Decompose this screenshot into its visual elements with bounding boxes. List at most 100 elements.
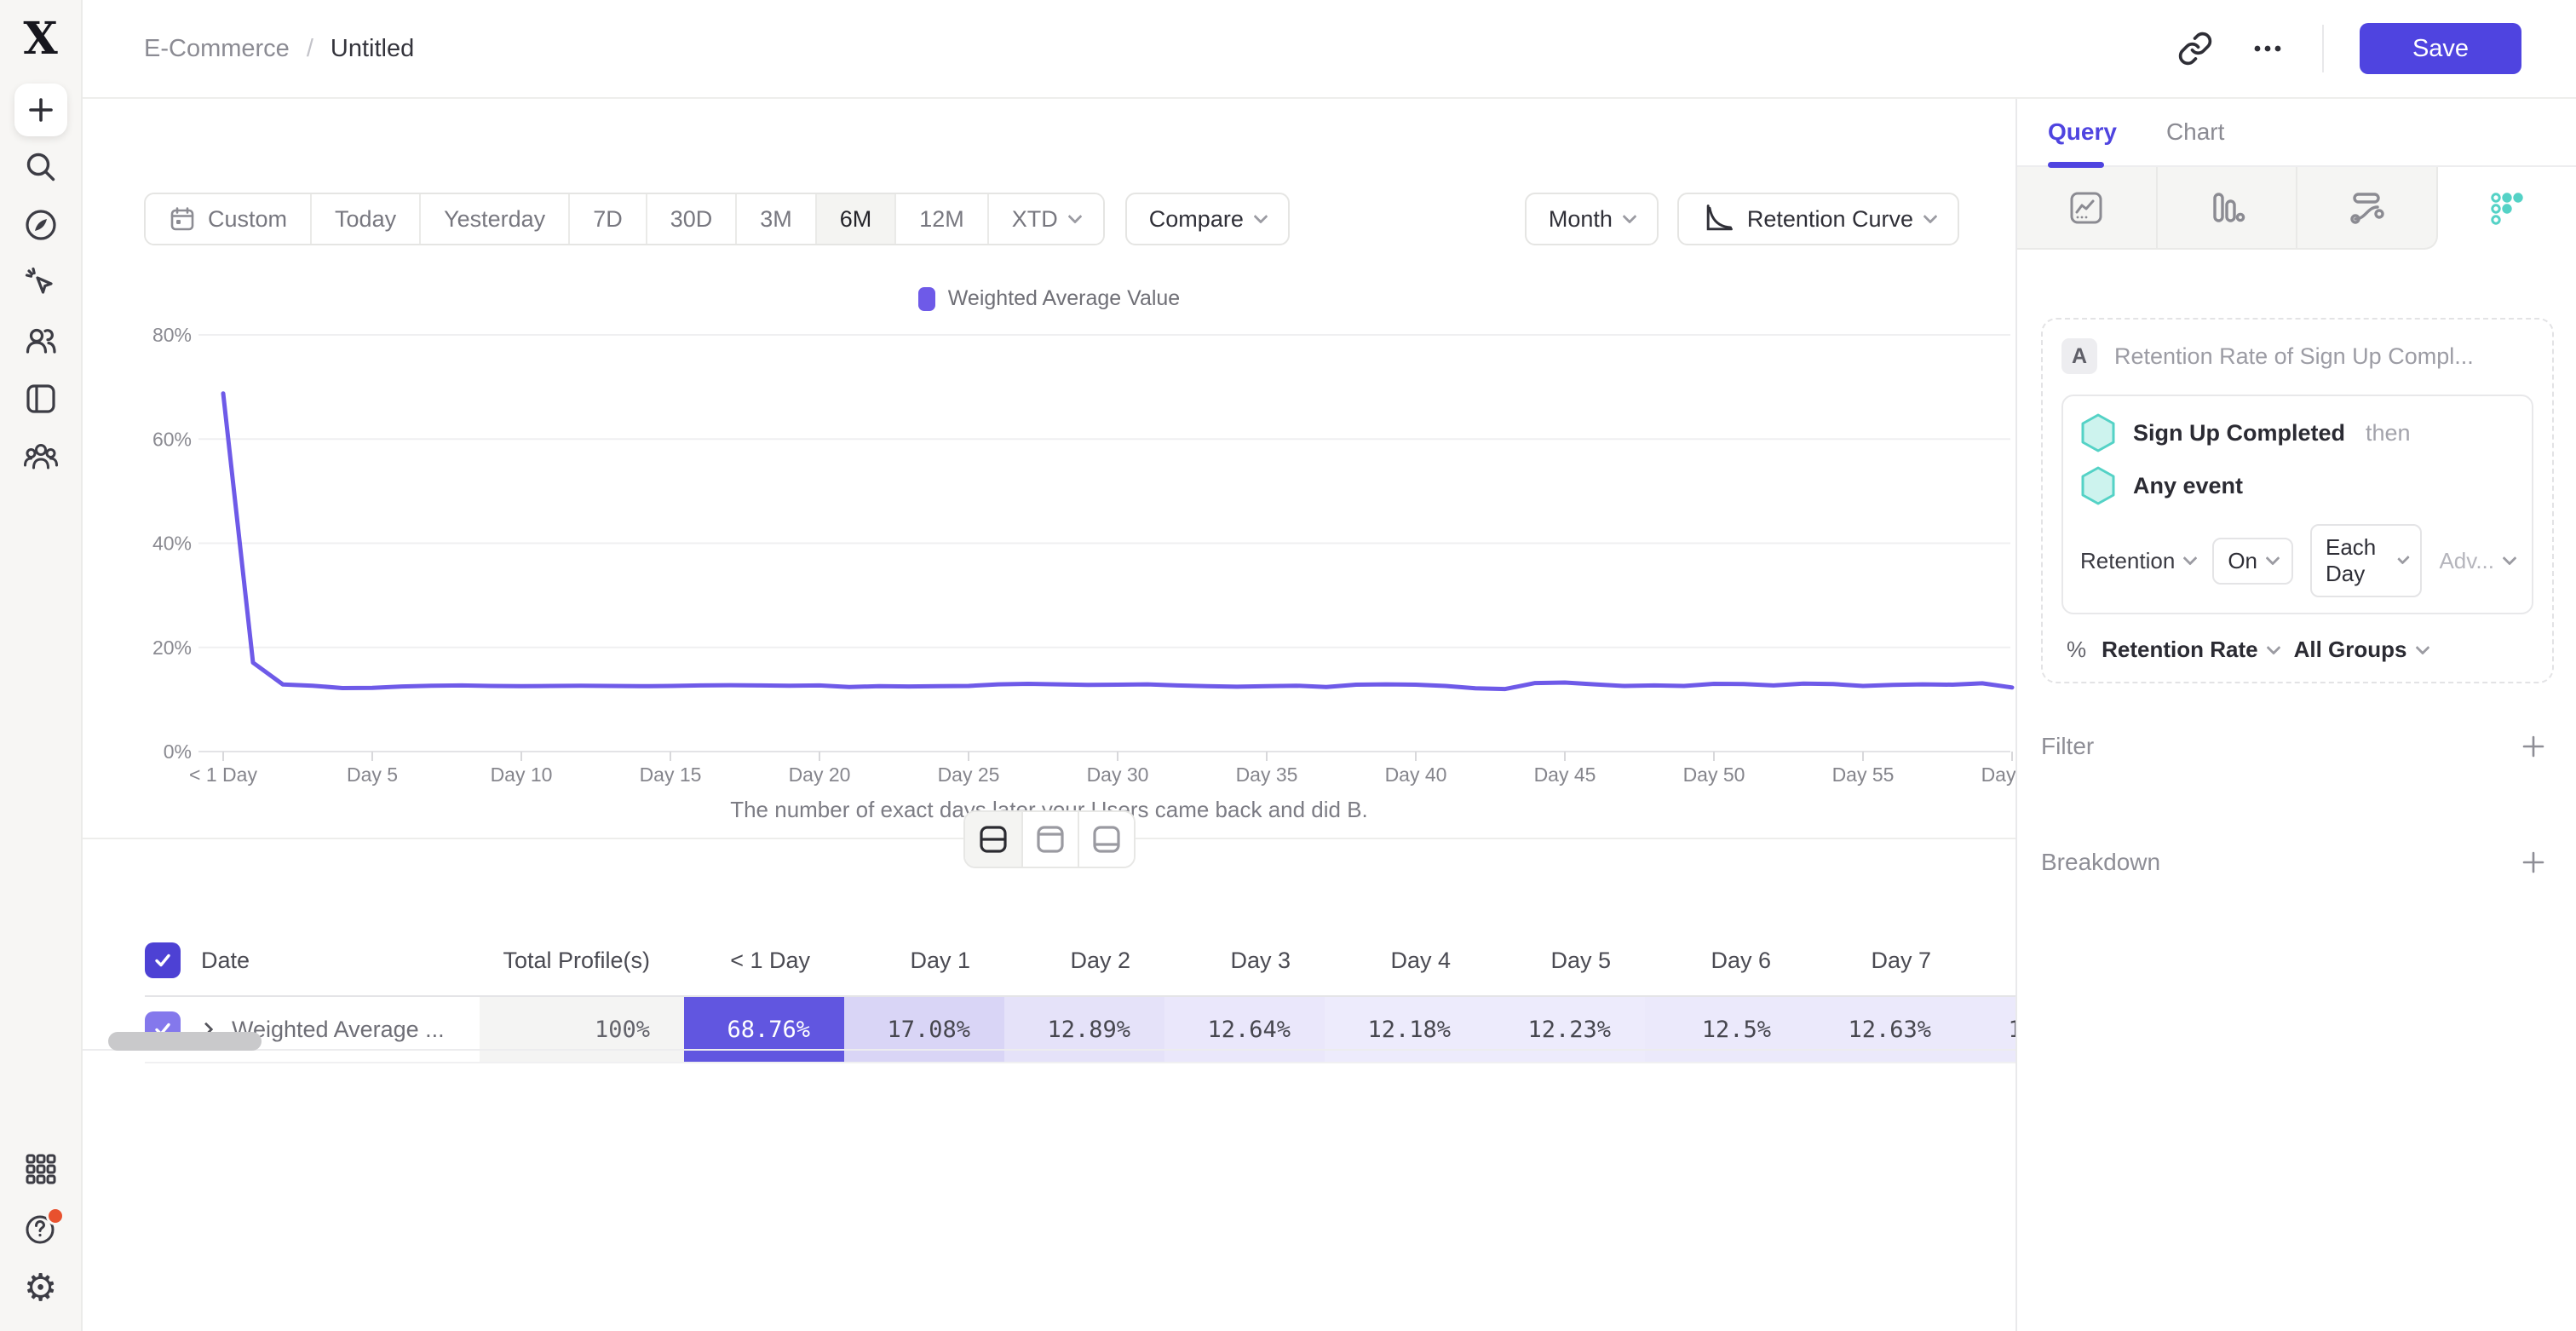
column-header[interactable]: Day 3: [1230, 947, 1291, 973]
table-cell[interactable]: 12.23%: [1485, 997, 1645, 1062]
range-30d[interactable]: 30D: [645, 194, 736, 244]
report-type-retention[interactable]: [2437, 167, 2576, 250]
app-logo[interactable]: X: [23, 13, 58, 65]
event-step-first[interactable]: Sign Up Completed then: [2080, 406, 2515, 459]
range-7d[interactable]: 7D: [568, 194, 646, 244]
control-adv-[interactable]: Adv...: [2439, 548, 2517, 574]
range-label: 30D: [670, 205, 713, 232]
range-label: Custom: [208, 205, 288, 232]
column-header[interactable]: Day 5: [1550, 947, 1611, 973]
breadcrumb-project[interactable]: E-Commerce: [144, 34, 290, 62]
report-type-insights[interactable]: [2017, 167, 2158, 250]
toolbar-divider: [2322, 25, 2324, 72]
layout-chart-only-button[interactable]: [1021, 812, 1078, 867]
sidebar-item-discover[interactable]: [14, 198, 68, 252]
column-header[interactable]: < 1 Day: [730, 947, 810, 973]
control-each-day[interactable]: Each Day: [2310, 524, 2423, 597]
link-icon: [2178, 32, 2212, 66]
report-type-funnels[interactable]: [2157, 167, 2297, 250]
sidebar-item-users[interactable]: [14, 314, 68, 368]
table-cell[interactable]: 12.89%: [1004, 997, 1164, 1062]
sidebar-item-apps[interactable]: [14, 1142, 68, 1196]
chart-type-dropdown[interactable]: Retention Curve: [1676, 193, 1959, 245]
column-header[interactable]: Day 6: [1711, 947, 1771, 973]
range-yesterday[interactable]: Yesterday: [419, 194, 569, 244]
calendar-icon: [170, 207, 194, 231]
svg-text:Day 15: Day 15: [640, 763, 702, 786]
event-steps-card: Sign Up Completed then Any event Retenti…: [2061, 395, 2533, 614]
table-cell[interactable]: 12.5%: [1645, 997, 1805, 1062]
chart-legend: Weighted Average Value: [83, 286, 2015, 311]
range-label: 7D: [593, 205, 623, 232]
help-icon: [26, 1215, 54, 1244]
add-breakdown-button[interactable]: [2520, 849, 2547, 876]
query-card-header: A Retention Rate of Sign Up Compl...: [2061, 338, 2533, 374]
range-label: Today: [335, 205, 397, 232]
control-label: Each Day: [2326, 534, 2377, 586]
column-header[interactable]: Day 4: [1390, 947, 1451, 973]
granularity-dropdown[interactable]: Month: [1524, 193, 1659, 245]
create-new-button[interactable]: [14, 84, 67, 136]
sidebar-item-search[interactable]: [14, 140, 68, 194]
table-cell[interactable]: 17.08%: [844, 997, 1004, 1062]
select-all-checkbox[interactable]: [145, 942, 181, 978]
add-filter-button[interactable]: [2520, 733, 2547, 760]
compare-button[interactable]: Compare: [1124, 193, 1290, 245]
table-cell[interactable]: 12.63%: [1805, 997, 1965, 1062]
table-cell[interactable]: 12.64%: [1164, 997, 1325, 1062]
column-header[interactable]: Day 7: [1871, 947, 1931, 973]
tab-query[interactable]: Query: [2048, 118, 2117, 145]
svg-text:< 1 Day: < 1 Day: [189, 763, 257, 786]
column-header[interactable]: Day 1: [910, 947, 970, 973]
measure-dropdown[interactable]: Retention Rate: [2102, 637, 2281, 663]
copy-link-button[interactable]: [2177, 31, 2213, 66]
range-12m[interactable]: 12M: [894, 194, 987, 244]
chevron-down-icon: [2266, 640, 2281, 655]
groups-dropdown[interactable]: All Groups: [2294, 637, 2429, 663]
control-retention[interactable]: Retention: [2080, 548, 2198, 574]
svg-text:Day 60: Day 60: [1981, 763, 2015, 786]
column-header[interactable]: Total Profile(s): [503, 947, 650, 973]
svg-text:Day 35: Day 35: [1236, 763, 1298, 786]
retention-line-chart[interactable]: 0% 20% 40% 60% 80% < 1 Day Day 5 Day 10 Day 15 Da…: [83, 314, 2015, 800]
table-cell[interactable]: 12.18%: [1325, 997, 1485, 1062]
horizontal-scrollbar-track: [83, 1049, 2015, 1051]
event-step-second[interactable]: Any event: [2080, 459, 2515, 512]
ellipsis-icon: [2254, 45, 2281, 52]
sidebar-item-cohorts[interactable]: [14, 429, 68, 484]
more-options-button[interactable]: [2249, 30, 2286, 67]
sidebar-item-boards[interactable]: [14, 372, 68, 426]
then-label: then: [2366, 419, 2411, 446]
breadcrumb-title[interactable]: Untitled: [330, 34, 415, 62]
range-today[interactable]: Today: [310, 194, 420, 244]
tab-chart[interactable]: Chart: [2165, 118, 2225, 145]
series-title[interactable]: Retention Rate of Sign Up Compl...: [2114, 343, 2474, 369]
horizontal-scrollbar-thumb[interactable]: [108, 1032, 262, 1051]
row-label[interactable]: Weighted Average ...: [232, 1016, 445, 1042]
sidebar-item-events[interactable]: [14, 256, 68, 310]
board-icon: [26, 384, 55, 413]
range-custom[interactable]: Custom: [146, 194, 311, 244]
column-header[interactable]: Day 8: [1965, 925, 2015, 995]
sidebar-item-help[interactable]: [14, 1201, 68, 1256]
layout-table-only-button[interactable]: [1077, 812, 1134, 867]
range-xtd[interactable]: XTD: [986, 194, 1103, 244]
table-cell[interactable]: 12.47%: [1965, 997, 2015, 1062]
retention-table: Date Total Profile(s) < 1 Day Day 1 Day 2 Da…: [145, 925, 2015, 1063]
column-header[interactable]: Day 2: [1070, 947, 1130, 973]
range-label: 3M: [760, 205, 792, 232]
table-cell[interactable]: 100%: [480, 997, 684, 1062]
column-header-date[interactable]: Date: [201, 947, 250, 973]
chevron-down-icon: [2182, 550, 2198, 566]
range-6m[interactable]: 6M: [814, 194, 895, 244]
range-3m[interactable]: 3M: [735, 194, 815, 244]
layout-split-view-button[interactable]: [964, 812, 1021, 867]
svg-text:Day 10: Day 10: [491, 763, 553, 786]
svg-text:Day 45: Day 45: [1534, 763, 1596, 786]
sidebar-item-settings[interactable]: ⚙: [14, 1261, 68, 1316]
save-button[interactable]: Save: [2360, 23, 2521, 74]
table-data-row: Weighted Average ... 100% 68.76% 17.08% 12.…: [145, 997, 2015, 1063]
control-on[interactable]: On: [2212, 537, 2293, 585]
report-type-flows[interactable]: [2297, 167, 2438, 250]
table-cell[interactable]: 68.76%: [684, 997, 844, 1062]
